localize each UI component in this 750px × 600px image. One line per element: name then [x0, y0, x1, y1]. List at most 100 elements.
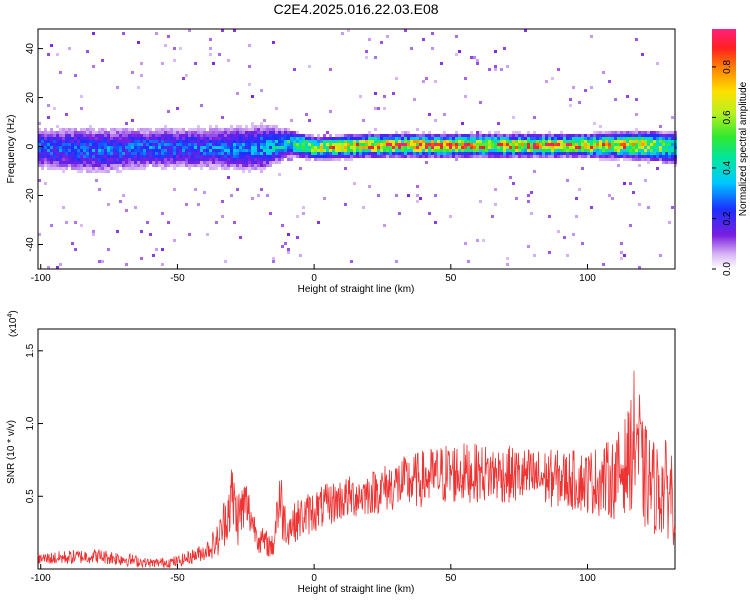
heatmap-cell	[122, 158, 125, 161]
heatmap-cell	[215, 155, 218, 158]
heatmap-cell	[446, 143, 449, 146]
heatmap-cell	[611, 143, 614, 146]
heatmap-cell	[215, 164, 218, 167]
heatmap-cell	[611, 140, 614, 143]
heatmap-cell	[446, 140, 449, 143]
heatmap-cell	[245, 158, 248, 161]
heatmap-cell	[239, 167, 242, 170]
heatmap-cell	[341, 134, 344, 137]
heatmap-cell	[461, 152, 464, 155]
heatmap-cell	[398, 152, 401, 155]
heatmap-cell	[80, 95, 83, 98]
heatmap-cell	[386, 146, 389, 149]
heatmap-cell	[62, 146, 65, 149]
heatmap-cell	[233, 164, 236, 167]
heatmap-cell	[665, 134, 668, 137]
heatmap-cell	[230, 149, 233, 152]
heatmap-cell	[221, 149, 224, 152]
heatmap-cell	[590, 155, 593, 158]
heatmap-cell	[392, 92, 395, 95]
heatmap-cell	[662, 140, 665, 143]
heatmap-cell	[353, 140, 356, 143]
heatmap-cell	[221, 161, 224, 164]
heatmap-cell	[167, 140, 170, 143]
heatmap-cell	[413, 155, 416, 158]
heatmap-cell	[242, 128, 245, 131]
heatmap-cell	[461, 155, 464, 158]
heatmap-cell	[248, 143, 251, 146]
heatmap-cell	[50, 134, 53, 137]
heatmap-cell	[269, 134, 272, 137]
heatmap-cell	[410, 47, 413, 50]
heatmap-cell	[101, 155, 104, 158]
heatmap-cell	[452, 137, 455, 140]
heatmap-cell	[302, 146, 305, 149]
heatmap-cell	[239, 125, 242, 128]
heatmap-cell	[122, 167, 125, 170]
heatmap-cell	[224, 143, 227, 146]
heatmap-cell	[236, 161, 239, 164]
heatmap-cell	[146, 155, 149, 158]
heatmap-cell	[623, 158, 626, 161]
heatmap-cell	[503, 47, 506, 50]
heatmap-cell	[80, 107, 83, 110]
heatmap-cell	[668, 146, 671, 149]
heatmap-cell	[254, 131, 257, 134]
heatmap-cell	[395, 131, 398, 134]
heatmap-cell	[458, 146, 461, 149]
heatmap-cell	[581, 134, 584, 137]
heatmap-cell	[167, 143, 170, 146]
heatmap-cell	[47, 134, 50, 137]
heatmap-cell	[203, 143, 206, 146]
heatmap-cell	[65, 113, 68, 116]
heatmap-cell	[329, 110, 332, 113]
heatmap-cell	[626, 140, 629, 143]
heatmap-cell	[206, 149, 209, 152]
heatmap-cell	[224, 140, 227, 143]
heatmap-cell	[380, 140, 383, 143]
heatmap-cell	[500, 140, 503, 143]
heatmap-cell	[326, 131, 329, 134]
heatmap-cell	[317, 149, 320, 152]
heatmap-cell	[221, 164, 224, 167]
heatmap-cell	[47, 155, 50, 158]
heatmap-cell	[458, 137, 461, 140]
heatmap-cell	[512, 146, 515, 149]
heatmap-cell	[107, 143, 110, 146]
heatmap-cell	[524, 155, 527, 158]
heatmap-cell	[317, 152, 320, 155]
heatmap-cell	[626, 131, 629, 134]
heatmap-cell	[620, 134, 623, 137]
heatmap-cell	[509, 152, 512, 155]
heatmap-cell	[521, 143, 524, 146]
heatmap-cell	[623, 137, 626, 140]
heatmap-cell	[665, 143, 668, 146]
heatmap-cell	[575, 149, 578, 152]
spectrogram-frame	[37, 28, 676, 270]
heatmap-cell	[452, 149, 455, 152]
heatmap-cell	[584, 146, 587, 149]
heatmap-cell	[371, 152, 374, 155]
heatmap-cell	[494, 50, 497, 53]
heatmap-cell	[575, 134, 578, 137]
heatmap-cell	[101, 164, 104, 167]
heatmap-cell	[80, 137, 83, 140]
heatmap-cell	[269, 137, 272, 140]
heatmap-cell	[389, 146, 392, 149]
heatmap-cell	[38, 161, 41, 164]
heatmap-cell	[536, 140, 539, 143]
heatmap-cell	[68, 146, 71, 149]
heatmap-cell	[149, 149, 152, 152]
heatmap-cell	[266, 161, 269, 164]
heatmap-cell	[365, 146, 368, 149]
heatmap-cell	[299, 140, 302, 143]
heatmap-cell	[131, 152, 134, 155]
heatmap-cell	[491, 134, 494, 137]
heatmap-cell	[59, 158, 62, 161]
heatmap-cell	[134, 161, 137, 164]
heatmap-cell	[218, 164, 221, 167]
heatmap-cell	[281, 155, 284, 158]
heatmap-cell	[386, 143, 389, 146]
heatmap-cell	[554, 149, 557, 152]
heatmap-cell	[587, 134, 590, 137]
